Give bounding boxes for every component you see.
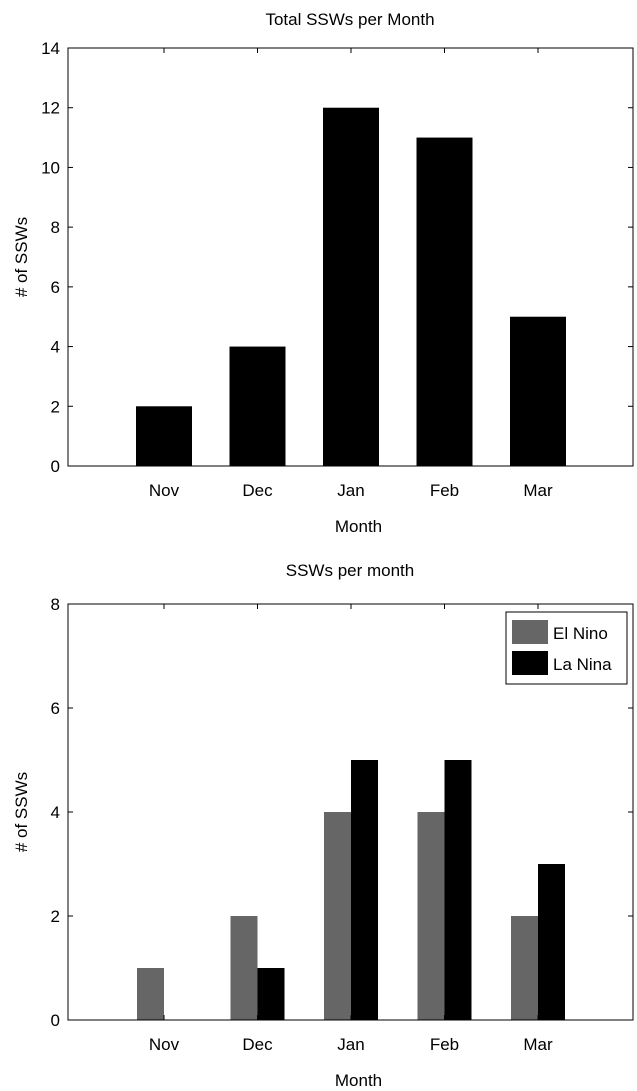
y-tick-label: 2	[51, 397, 60, 416]
bar-nov	[136, 406, 192, 466]
bar-el-nino-mar	[511, 916, 538, 1020]
y-axis-label: # of SSWs	[12, 217, 31, 297]
x-tick-label: Mar	[523, 1035, 553, 1054]
x-axis-ticks: Nov Dec Jan Feb Mar	[149, 604, 553, 1054]
x-tick-label: Jan	[337, 481, 364, 500]
bar-el-nino-nov	[137, 968, 164, 1020]
x-tick-label: Nov	[149, 481, 180, 500]
x-tick-label: Nov	[149, 1035, 180, 1054]
bars-layer	[136, 107, 566, 467]
bar-la-nina-mar	[538, 864, 565, 1020]
bar-el-nino-feb	[417, 812, 445, 1020]
y-tick-label: 0	[51, 457, 60, 476]
legend-swatch	[512, 651, 548, 675]
x-tick-label: Mar	[523, 481, 553, 500]
chart-total-ssws: Total SSWs per Month 0 2 4 6 8 10 12 14 Nov Dec J…	[12, 10, 634, 536]
bar-la-nina-feb	[444, 760, 472, 1020]
y-tick-label: 4	[51, 338, 60, 357]
bar-jan	[323, 107, 379, 466]
y-tick-label: 6	[51, 699, 60, 718]
x-tick-label: Jan	[337, 1035, 364, 1054]
y-axis-label: # of SSWs	[12, 772, 31, 852]
y-axis-ticks: 0 2 4 6 8	[51, 595, 633, 1030]
y-tick-label: 0	[51, 1011, 60, 1030]
x-tick-label: Feb	[430, 1035, 459, 1054]
y-axis-ticks: 0 2 4 6 8 10 12 14	[41, 39, 633, 476]
bars-layer	[137, 760, 565, 1020]
bar-la-nina-dec	[257, 968, 285, 1020]
bar-mar	[510, 316, 566, 466]
legend: El Nino La Nina	[505, 611, 628, 685]
legend-label: El Nino	[553, 624, 608, 643]
y-tick-label: 10	[41, 158, 60, 177]
bar-la-nina-jan	[351, 760, 378, 1020]
y-tick-label: 8	[51, 595, 60, 614]
x-axis-label: Month	[335, 517, 382, 536]
legend-label: La Nina	[553, 655, 612, 674]
bar-el-nino-jan	[324, 812, 351, 1020]
x-tick-label: Dec	[242, 1035, 273, 1054]
bar-el-nino-dec	[230, 916, 258, 1020]
y-tick-label: 12	[41, 99, 60, 118]
bar-feb	[416, 137, 473, 467]
chart-title: SSWs per month	[286, 561, 415, 580]
x-tick-label: Dec	[242, 481, 273, 500]
y-tick-label: 6	[51, 278, 60, 297]
y-tick-label: 14	[41, 39, 60, 58]
x-tick-label: Feb	[430, 481, 459, 500]
y-tick-label: 2	[51, 907, 60, 926]
y-tick-label: 4	[51, 803, 60, 822]
x-axis-label: Month	[335, 1071, 382, 1090]
x-axis-ticks: Nov Dec Jan Feb Mar	[149, 48, 553, 500]
chart-ssws-by-enso: SSWs per month 0 2 4 6 8 Nov Dec Jan Feb Mar Mon…	[12, 561, 634, 1090]
y-tick-label: 8	[51, 218, 60, 237]
chart-title: Total SSWs per Month	[265, 10, 434, 29]
legend-swatch	[512, 620, 548, 644]
bar-dec	[229, 346, 286, 466]
